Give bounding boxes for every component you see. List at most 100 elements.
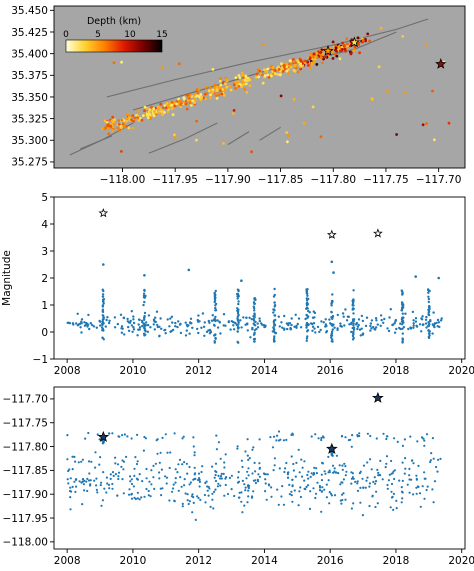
event-point: [377, 65, 381, 69]
event-point: [426, 288, 430, 291]
event-point: [137, 323, 140, 326]
event-point: [192, 445, 195, 448]
event-point: [272, 328, 276, 331]
event-point: [83, 324, 87, 327]
event-point: [350, 38, 354, 42]
event-point: [298, 490, 301, 493]
event-point: [236, 330, 239, 333]
event-point: [82, 478, 85, 481]
event-point: [351, 334, 355, 338]
event-point: [404, 467, 407, 470]
event-point: [238, 491, 241, 494]
event-point: [188, 465, 191, 469]
event-point: [380, 318, 383, 322]
event-point: [215, 96, 219, 100]
event-point: [361, 319, 365, 323]
event-point: [206, 489, 209, 492]
event-point: [170, 315, 174, 318]
event-point: [142, 292, 146, 295]
event-point: [102, 329, 105, 332]
event-point: [390, 482, 394, 486]
event-point: [315, 63, 319, 66]
event-point: [340, 47, 344, 51]
event-point: [281, 326, 284, 329]
event-point: [111, 129, 115, 133]
event-point: [295, 324, 298, 328]
event-point: [208, 328, 212, 332]
event-point: [401, 327, 404, 330]
event-point: [209, 505, 212, 508]
event-point: [73, 480, 76, 483]
event-point: [105, 491, 108, 494]
event-point: [427, 335, 430, 339]
event-point: [98, 438, 101, 441]
event-point: [161, 436, 164, 439]
event-point: [419, 505, 422, 508]
event-point: [308, 57, 312, 60]
event-point: [252, 490, 255, 493]
event-point: [374, 326, 378, 329]
event-point: [408, 467, 411, 470]
event-point: [184, 334, 188, 337]
event-point: [158, 111, 162, 115]
event-point: [127, 329, 131, 332]
event-point: [106, 316, 109, 319]
event-point: [343, 462, 346, 465]
event-point: [342, 492, 345, 495]
event-point: [314, 433, 317, 436]
event-point: [250, 318, 253, 321]
event-point: [152, 319, 156, 322]
event-point: [320, 436, 323, 440]
event-point: [225, 476, 228, 479]
event-point: [402, 326, 406, 329]
event-point: [131, 114, 135, 118]
event-point: [414, 320, 418, 323]
event-point: [163, 104, 167, 108]
event-point: [356, 489, 360, 492]
event-point: [86, 477, 89, 480]
event-point: [296, 322, 299, 326]
event-point: [159, 107, 162, 111]
event-point: [299, 495, 302, 499]
event-point: [197, 314, 200, 317]
event-point: [253, 323, 256, 326]
event-point: [145, 487, 148, 491]
event-point: [140, 496, 143, 499]
event-point: [395, 507, 398, 510]
event-point: [136, 460, 139, 463]
event-point: [171, 321, 174, 324]
event-point: [311, 329, 314, 332]
fault-line: [227, 131, 250, 146]
event-point: [252, 319, 256, 322]
event-point: [285, 65, 289, 68]
event-point: [219, 83, 223, 87]
event-point: [222, 142, 225, 145]
event-point: [143, 300, 146, 304]
event-point: [102, 302, 105, 305]
event-point: [394, 320, 397, 323]
event-point: [141, 480, 144, 483]
event-point: [126, 317, 129, 321]
event-point: [439, 457, 442, 460]
event-point: [390, 459, 393, 463]
event-point: [136, 497, 139, 500]
event-point: [352, 49, 356, 52]
event-point: [287, 71, 290, 75]
largest-event-star: [98, 208, 109, 218]
event-point: [301, 466, 304, 469]
event-point: [270, 495, 273, 498]
event-point: [131, 330, 134, 333]
event-point: [90, 460, 93, 463]
event-point: [273, 457, 276, 460]
event-point: [292, 97, 296, 101]
event-point: [431, 437, 434, 440]
event-point: [320, 320, 323, 323]
event-point: [109, 124, 113, 128]
event-point: [351, 434, 354, 437]
event-point: [284, 62, 288, 66]
event-point: [297, 317, 301, 320]
event-point: [280, 321, 283, 324]
event-point: [366, 432, 369, 435]
event-point: [217, 93, 221, 97]
event-point: [277, 68, 281, 71]
